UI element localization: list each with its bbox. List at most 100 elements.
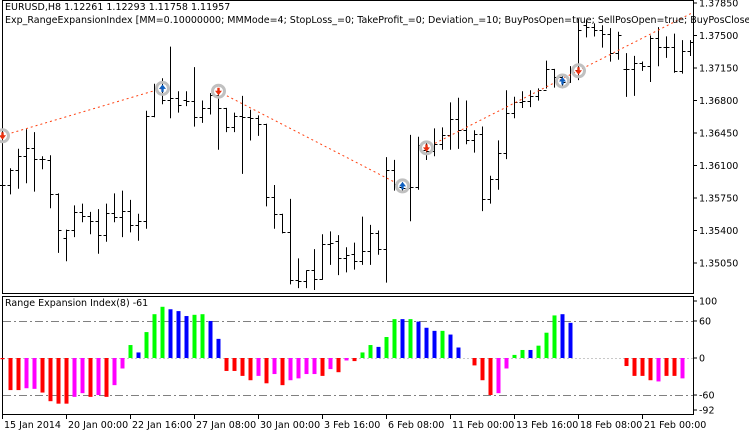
histogram-bar	[488, 358, 493, 396]
buy-arrow-icon	[159, 84, 166, 92]
trade-line	[217, 90, 403, 187]
sell-trade-marker	[0, 128, 10, 144]
marker-ring	[155, 80, 170, 96]
histogram-bar	[0, 358, 5, 360]
ohlc-bar	[183, 91, 190, 107]
ohlc-bar	[95, 209, 102, 254]
histogram-bar	[248, 358, 253, 381]
histogram-bar	[120, 358, 125, 369]
histogram-bar	[312, 358, 317, 375]
price-tick-label: 1.36450	[699, 129, 738, 140]
histogram-bar	[472, 358, 477, 366]
price-tick-label: 1.37500	[699, 31, 738, 42]
time-tick-label: 27 Jan 08:00	[196, 420, 256, 431]
ohlc-bar	[271, 185, 278, 229]
ohlc-bar	[223, 107, 230, 133]
ohlc-bar	[479, 126, 486, 212]
histogram-bar	[168, 309, 173, 358]
histogram-bar	[448, 334, 453, 358]
indicator-tick-label: 60	[699, 316, 711, 327]
ohlc-bar	[111, 193, 118, 223]
histogram-bar	[512, 354, 517, 358]
histogram-bar	[648, 358, 653, 381]
buy-trade-marker	[555, 73, 570, 89]
ohlc-bar	[639, 61, 646, 71]
ohlc-bar	[247, 109, 254, 141]
histogram-bar	[552, 315, 557, 358]
ohlc-bar	[207, 93, 214, 115]
ohlc-bar	[511, 96, 518, 119]
ohlc-bar	[7, 168, 14, 195]
ohlc-bar	[487, 175, 494, 204]
marker-ring	[0, 128, 10, 144]
histogram-bar	[16, 358, 21, 391]
histogram-bar	[528, 349, 533, 358]
ohlc-bar	[623, 53, 630, 97]
ohlc-bar	[15, 148, 22, 189]
ohlc-bar	[543, 60, 550, 91]
ohlc-bar	[39, 156, 46, 170]
histogram-bar	[152, 314, 157, 358]
ohlc-bar	[239, 95, 246, 174]
ohlc-bar	[191, 67, 198, 127]
ohlc-bar	[375, 230, 382, 255]
marker-ring	[395, 178, 410, 194]
ohlc-bar	[407, 134, 414, 222]
histogram-bar	[416, 321, 421, 358]
histogram-bar	[400, 319, 405, 358]
ohlc-bar	[455, 97, 462, 149]
ohlc-bar	[31, 132, 38, 192]
histogram-bar	[24, 358, 29, 389]
histogram-bar	[48, 358, 53, 402]
ohlc-bar	[631, 55, 638, 96]
price-tick-label: 1.35400	[699, 226, 738, 237]
time-tick-label: 6 Feb 08:00	[388, 420, 444, 431]
ohlc-bar	[255, 115, 262, 136]
histogram-bar	[624, 358, 629, 367]
ohlc-bar	[471, 130, 478, 153]
ohlc-bar	[535, 88, 542, 101]
ohlc-bar	[599, 25, 606, 48]
marker-ring	[555, 73, 570, 89]
ohlc-bar	[583, 19, 590, 38]
histogram-bar	[56, 358, 61, 404]
histogram-bar	[144, 332, 149, 358]
ohlc-bar	[303, 270, 310, 289]
ohlc-bar	[679, 40, 686, 74]
histogram-bar	[280, 358, 285, 386]
histogram-bar	[384, 337, 389, 358]
histogram-bar	[8, 358, 13, 391]
ohlc-bar	[0, 174, 6, 192]
buy-trade-marker	[155, 80, 170, 96]
histogram-bar	[376, 346, 381, 358]
indicator-pane[interactable]	[0, 296, 694, 415]
price-tick-label: 1.36800	[699, 96, 738, 107]
ohlc-bar	[327, 231, 334, 265]
ohlc-bar	[463, 100, 470, 145]
ohlc-bar	[503, 90, 510, 160]
ohlc-bar	[47, 155, 54, 209]
price-pane[interactable]	[0, 0, 694, 294]
histogram-bar	[208, 320, 213, 358]
histogram-bar	[440, 330, 445, 358]
indicator-tick-label: -92	[699, 406, 715, 417]
ohlc-bar	[71, 205, 78, 238]
symbol-info: EURUSD,H8 1.12261 1.12293 1.11758 1.1195…	[5, 2, 231, 13]
ohlc-bar	[231, 112, 238, 133]
histogram-bar	[224, 358, 229, 371]
ohlc-bar	[495, 140, 502, 190]
buy-arrow-icon	[399, 181, 406, 190]
price-tick-label: 1.36100	[699, 161, 738, 172]
time-tick-label: 22 Jan 16:00	[132, 420, 192, 431]
histogram-bar	[520, 349, 525, 358]
histogram-bar	[136, 352, 141, 358]
histogram-bar	[664, 358, 669, 376]
sell-arrow-icon	[423, 144, 430, 152]
ohlc-bar	[143, 110, 150, 229]
histogram-bar	[424, 327, 429, 358]
histogram-bar	[320, 358, 325, 376]
histogram-bar	[32, 358, 37, 389]
time-tick-label: 21 Feb 00:00	[644, 420, 706, 431]
histogram-bar	[304, 358, 309, 375]
